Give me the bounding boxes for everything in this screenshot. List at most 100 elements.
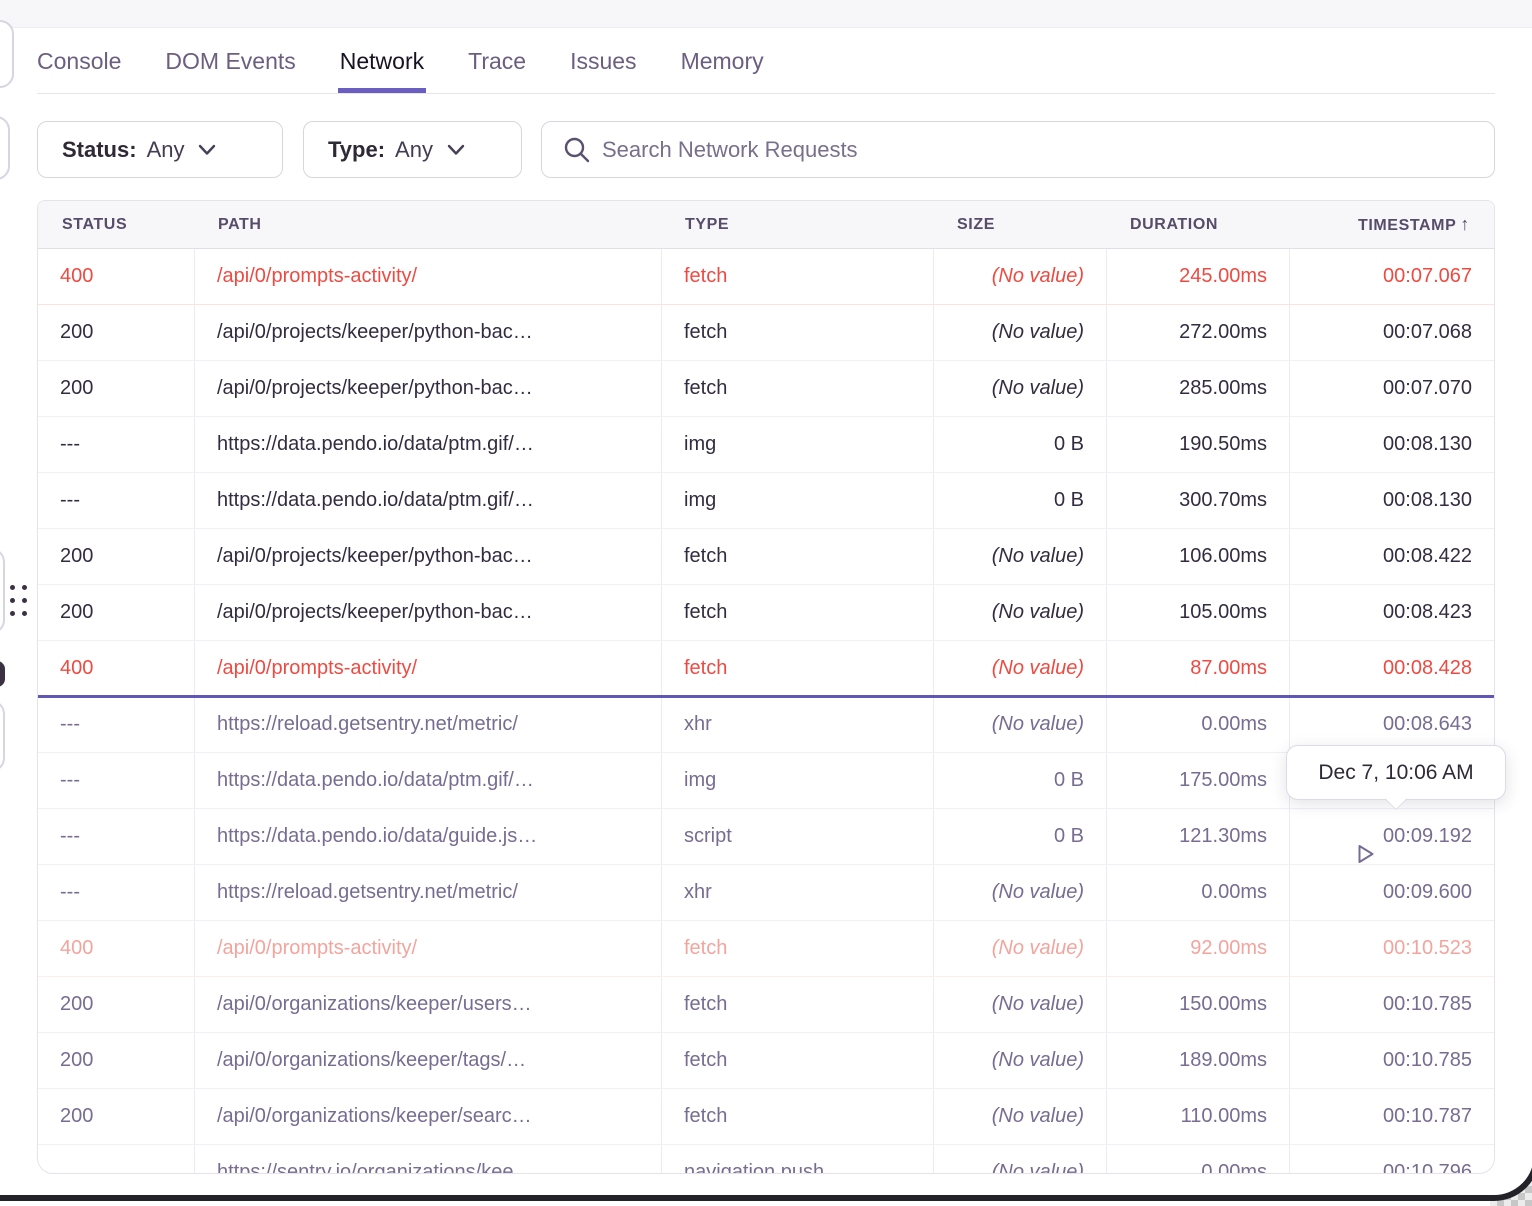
size-cell: (No value) [933,697,1106,752]
network-request-row[interactable]: 200 /api/0/projects/keeper/python-bac… f… [38,529,1494,585]
network-request-row[interactable]: --- https://data.pendo.io/data/ptm.gif/…… [38,753,1494,809]
duration-cell: 0.00ms [1106,1145,1289,1173]
timestamp-cell: 00:08.423 [1289,585,1494,640]
tab-trace[interactable]: Trace [468,48,527,74]
search-input[interactable] [541,121,1495,178]
type-cell: xhr [661,697,933,752]
tab-memory[interactable]: Memory [680,48,764,74]
tab-network[interactable]: Network [337,30,427,93]
network-request-row[interactable]: 200 /api/0/projects/keeper/python-bac… f… [38,585,1494,641]
status-cell: 400 [60,265,94,287]
network-request-row[interactable]: --- https://reload.getsentry.net/metric/… [38,865,1494,921]
type-cell: fetch [661,1033,933,1088]
network-request-row[interactable]: 200 /api/0/organizations/keeper/tags/… f… [38,1033,1494,1089]
path-cell: https://data.pendo.io/data/ptm.gif/… [194,473,661,528]
status-cell: 200 [60,1105,94,1127]
tab-console[interactable]: Console [37,48,122,74]
type-cell: img [661,753,933,808]
path-cell: /api/0/organizations/keeper/searc… [194,1089,661,1144]
column-header-status[interactable]: STATUS [62,216,128,233]
network-request-row[interactable]: --- https://data.pendo.io/data/guide.js…… [38,809,1494,865]
network-request-row[interactable]: 200 /api/0/organizations/keeper/users… f… [38,977,1494,1033]
status-cell: 400 [60,937,94,959]
timestamp-cell: 00:09.192 [1289,809,1494,864]
type-filter-value: Any [395,136,433,162]
timestamp-cell: 00:07.067 [1289,249,1494,304]
duration-cell: 189.00ms [1106,1033,1289,1088]
type-cell: img [661,417,933,472]
network-request-row[interactable]: --- https://reload.getsentry.net/metric/… [38,697,1494,753]
status-filter-value: Any [146,136,185,162]
play-icon[interactable] [1357,827,1375,863]
path-cell: /api/0/projects/keeper/python-bac… [194,529,661,584]
timestamp-cell: 00:08.643 [1289,697,1494,752]
size-cell: (No value) [933,361,1106,416]
network-table-body: 400 /api/0/prompts-activity/ fetch (No v… [38,249,1494,1174]
left-panel-sliver [0,700,5,772]
timestamp-cell: 00:07.070 [1289,361,1494,416]
status-cell: 200 [60,601,94,623]
network-request-row[interactable]: 200 /api/0/projects/keeper/python-bac… f… [38,305,1494,361]
network-request-row[interactable]: 200 /api/0/projects/keeper/python-bac… f… [38,361,1494,417]
type-cell: xhr [661,865,933,920]
left-panel-sliver [0,20,14,88]
path-cell: https://reload.getsentry.net/metric/ [194,865,661,920]
status-cell: 200 [60,993,94,1015]
timestamp-header-label: TIMESTAMP [1357,217,1457,234]
sort-ascending-icon: ↑ [1460,214,1470,234]
status-cell: --- [60,433,80,455]
network-request-row[interactable]: --- https://data.pendo.io/data/ptm.gif/…… [38,417,1494,473]
size-cell: (No value) [933,641,1106,696]
column-header-timestamp[interactable]: TIMESTAMP ↑ [1289,201,1494,249]
column-header-type[interactable]: TYPE [685,216,730,233]
column-header-duration[interactable]: DURATION [1130,216,1219,233]
timestamp-cell: 00:08.428 [1289,641,1494,696]
drag-handle-icon[interactable] [10,585,27,616]
network-request-row[interactable]: 400 /api/0/prompts-activity/ fetch (No v… [38,921,1494,977]
duration-cell: 106.00ms [1106,529,1289,584]
timestamp-text: 00:09.192 [1383,825,1472,847]
size-cell: (No value) [933,1089,1106,1144]
path-cell: https://data.pendo.io/data/ptm.gif/… [194,417,661,472]
type-filter-label: Type: [328,136,386,162]
status-cell: 200 [60,1049,94,1071]
status-cell: --- [60,489,80,511]
timestamp-cell: 00:10.796 [1289,1145,1494,1174]
timestamp-cell: 00:08.130 [1289,473,1494,528]
status-cell: --- [60,825,80,847]
timestamp-text: 00:10.796 [1383,1161,1472,1174]
column-header-size[interactable]: SIZE [957,216,995,233]
type-cell: script [661,809,933,864]
status-cell: 200 [60,321,94,343]
type-cell: fetch [661,977,933,1032]
size-cell: (No value) [933,921,1106,976]
type-cell: navigation.push [661,1145,933,1173]
status-filter-dropdown[interactable]: Status: Any [37,121,283,178]
network-request-row[interactable]: 400 /api/0/prompts-activity/ fetch (No v… [38,641,1494,698]
path-cell: /api/0/projects/keeper/python-bac… [194,585,661,640]
type-cell: fetch [661,305,933,360]
top-strip [0,0,1532,28]
type-cell: fetch [661,585,933,640]
type-cell: fetch [661,529,933,584]
network-request-row[interactable]: https://sentry.io/organizations/kee… nav… [38,1145,1494,1174]
left-panel-sliver [0,116,10,180]
column-header-path[interactable]: PATH [218,216,262,233]
size-cell: (No value) [933,249,1106,304]
network-request-row[interactable]: 400 /api/0/prompts-activity/ fetch (No v… [38,249,1494,305]
path-cell: /api/0/organizations/keeper/tags/… [194,1033,661,1088]
size-cell: 0 B [933,473,1106,528]
type-filter-dropdown[interactable]: Type: Any [303,121,522,178]
network-request-row[interactable]: --- https://data.pendo.io/data/ptm.gif/…… [38,473,1494,529]
size-cell: (No value) [933,865,1106,920]
duration-cell: 87.00ms [1106,641,1289,696]
status-cell: 400 [60,657,94,679]
path-cell: /api/0/organizations/keeper/users… [194,977,661,1032]
timestamp-text: 00:08.130 [1383,489,1472,511]
tab-issues[interactable]: Issues [570,48,637,74]
network-request-row[interactable]: 200 /api/0/organizations/keeper/searc… f… [38,1089,1494,1145]
timestamp-text: 00:08.422 [1383,545,1472,567]
tab-dom-events[interactable]: DOM Events [165,48,296,74]
timestamp-cell: 00:07.068 [1289,305,1494,360]
timestamp-text: 00:07.070 [1383,377,1472,399]
